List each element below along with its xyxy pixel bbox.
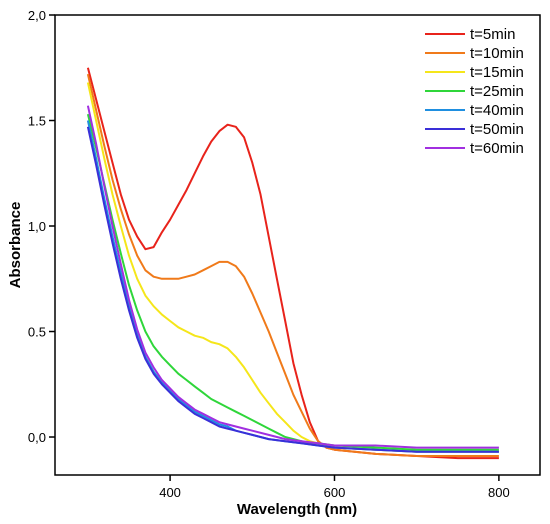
series-line-t-10min	[86, 73, 499, 457]
legend-label: t=25min	[470, 83, 524, 100]
y-tick-label: 1,0	[28, 219, 46, 234]
series-line-t-25min	[86, 113, 499, 451]
plot-frame	[54, 14, 541, 476]
x-axis-title: Wavelength (nm)	[237, 501, 357, 518]
series-line-t-60min	[86, 105, 499, 449]
y-tick-label: 1.5	[28, 114, 46, 129]
series-line-t-5min	[86, 67, 499, 460]
series-lines	[86, 67, 499, 460]
y-tick-label: 2,0	[28, 8, 46, 23]
x-tick-label: 800	[488, 485, 510, 500]
legend-label: t=10min	[470, 45, 524, 62]
x-tick-label: 400	[159, 485, 181, 500]
y-axis-title: Absorbance	[7, 202, 24, 289]
x-axis: 400 600 800	[159, 475, 510, 500]
y-tick-label: 0.5	[28, 325, 46, 340]
legend-label: t=50min	[470, 121, 524, 138]
legend: t=5min t=10min t=15min t=25min t=40min t=50mi…	[425, 26, 524, 157]
series-line-t-40min	[86, 120, 499, 453]
legend-label: t=60min	[470, 140, 524, 157]
series-line-t-50min	[86, 126, 499, 453]
legend-label: t=5min	[470, 26, 515, 43]
y-axis: 0,0 0.5 1,0 1.5 2,0	[28, 8, 55, 445]
y-tick-label: 0,0	[28, 430, 46, 445]
legend-label: t=15min	[470, 64, 524, 81]
x-tick-label: 600	[324, 485, 346, 500]
legend-label: t=40min	[470, 102, 524, 119]
